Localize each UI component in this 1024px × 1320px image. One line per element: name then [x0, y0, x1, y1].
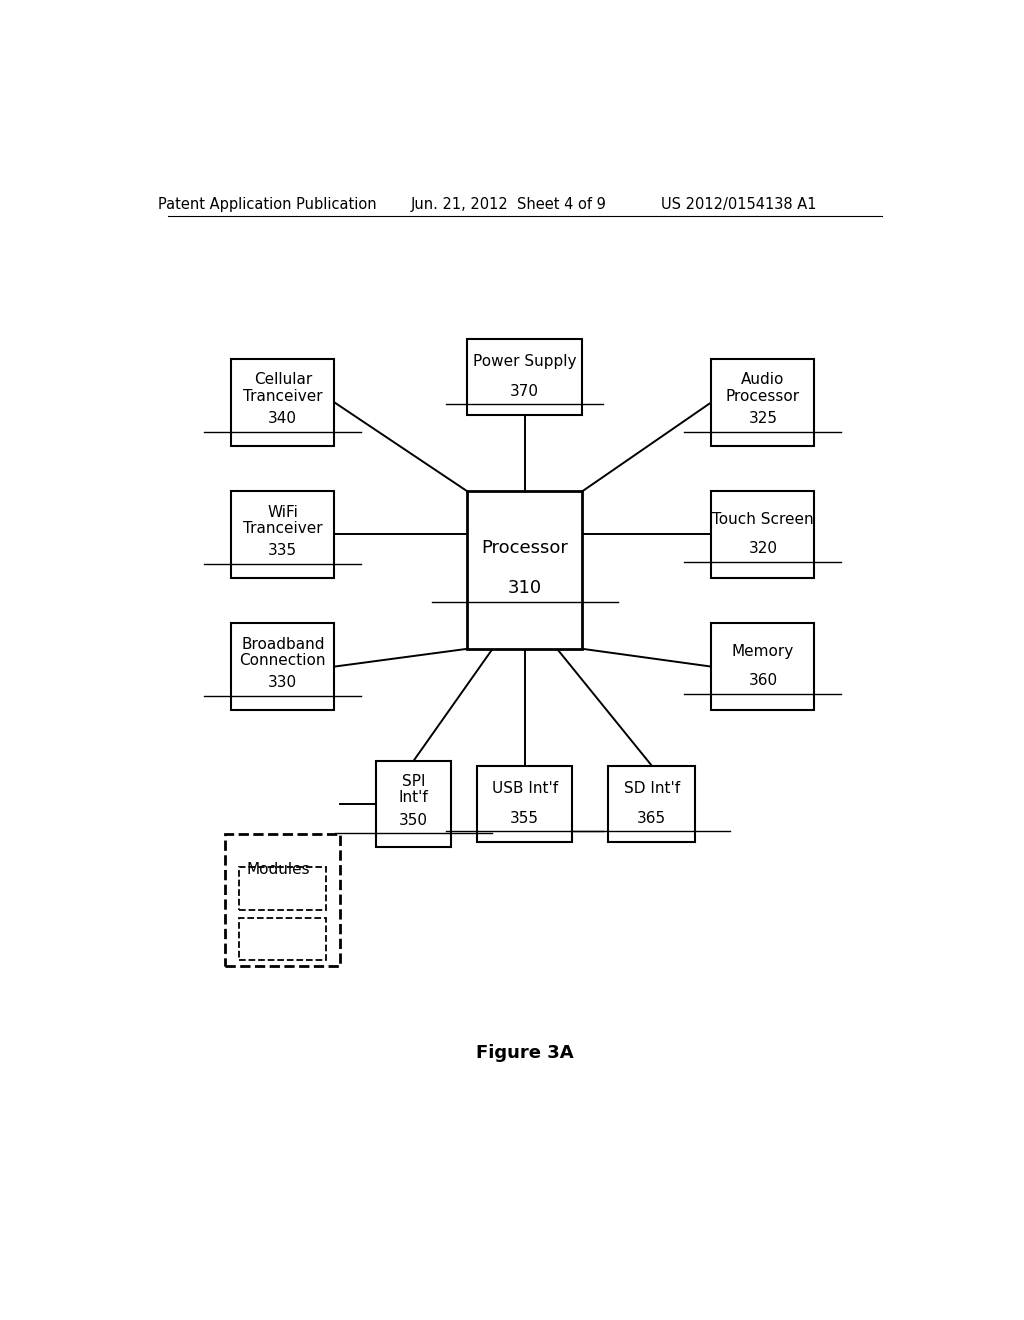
Bar	[231, 623, 334, 710]
Text: US 2012/0154138 A1: US 2012/0154138 A1	[662, 197, 817, 211]
Bar	[231, 491, 334, 578]
Text: SPI: SPI	[402, 774, 425, 789]
Text: Jun. 21, 2012  Sheet 4 of 9: Jun. 21, 2012 Sheet 4 of 9	[411, 197, 607, 211]
Bar	[712, 359, 814, 446]
Text: Connection: Connection	[240, 653, 326, 668]
Bar	[240, 867, 327, 909]
Text: 330: 330	[268, 676, 297, 690]
Bar	[712, 623, 814, 710]
Bar	[376, 760, 452, 847]
Text: Processor: Processor	[481, 539, 568, 557]
Text: Tranceiver: Tranceiver	[243, 388, 323, 404]
Text: SD Int'f: SD Int'f	[624, 781, 680, 796]
Text: USB Int'f: USB Int'f	[492, 781, 558, 796]
Text: Memory: Memory	[732, 644, 794, 659]
Text: Touch Screen: Touch Screen	[712, 512, 814, 527]
Bar	[231, 359, 334, 446]
Bar	[467, 491, 583, 649]
Text: Modules: Modules	[247, 862, 310, 878]
Text: Power Supply: Power Supply	[473, 354, 577, 370]
Text: Audio: Audio	[741, 372, 784, 388]
Text: Processor: Processor	[726, 388, 800, 404]
Text: 310: 310	[508, 579, 542, 598]
Text: Figure 3A: Figure 3A	[476, 1044, 573, 1061]
Text: 340: 340	[268, 411, 297, 426]
Text: 360: 360	[749, 673, 777, 688]
Text: Patent Application Publication: Patent Application Publication	[158, 197, 376, 211]
Text: 355: 355	[510, 810, 540, 825]
Bar	[712, 491, 814, 578]
Bar	[467, 339, 583, 414]
Text: 365: 365	[637, 810, 667, 825]
Text: 350: 350	[399, 813, 428, 828]
Text: Cellular: Cellular	[254, 372, 312, 388]
Text: 325: 325	[749, 411, 777, 426]
Bar	[477, 766, 572, 842]
Text: Int'f: Int'f	[398, 791, 429, 805]
Text: Tranceiver: Tranceiver	[243, 521, 323, 536]
Text: WiFi: WiFi	[267, 504, 298, 520]
Text: 320: 320	[749, 541, 777, 556]
Bar	[240, 917, 327, 961]
Text: 370: 370	[510, 384, 540, 399]
Bar	[225, 834, 340, 966]
Text: Broadband: Broadband	[241, 636, 325, 652]
Bar	[608, 766, 695, 842]
Text: 335: 335	[268, 544, 297, 558]
